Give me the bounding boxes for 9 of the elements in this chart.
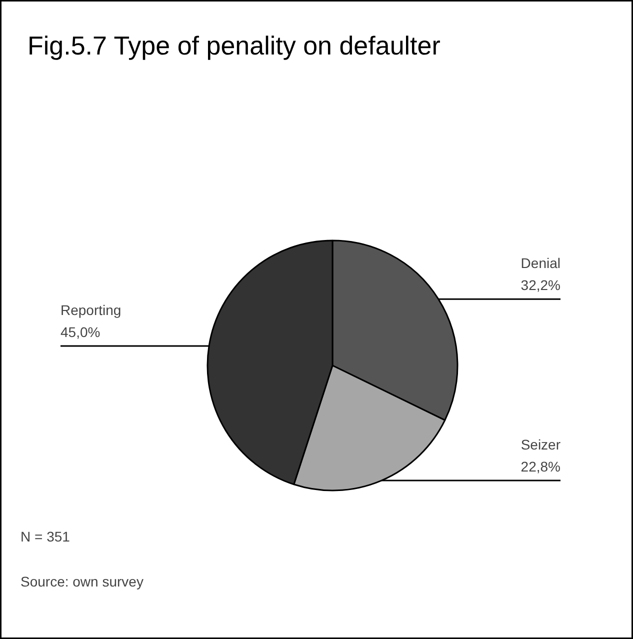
data-label: 32,2% [520,277,561,294]
slice-label: Denial [520,255,561,272]
slice-label: Reporting [60,302,122,318]
data-label: 22,8% [520,458,561,475]
source-note: Source: own survey [20,574,144,590]
text: N = 351 [20,528,70,544]
chart-title: Fig.5.7 Type of penality on defaulter [28,30,441,60]
slice-label: Seizer [520,436,561,453]
data-label: 45,0% [60,324,100,340]
